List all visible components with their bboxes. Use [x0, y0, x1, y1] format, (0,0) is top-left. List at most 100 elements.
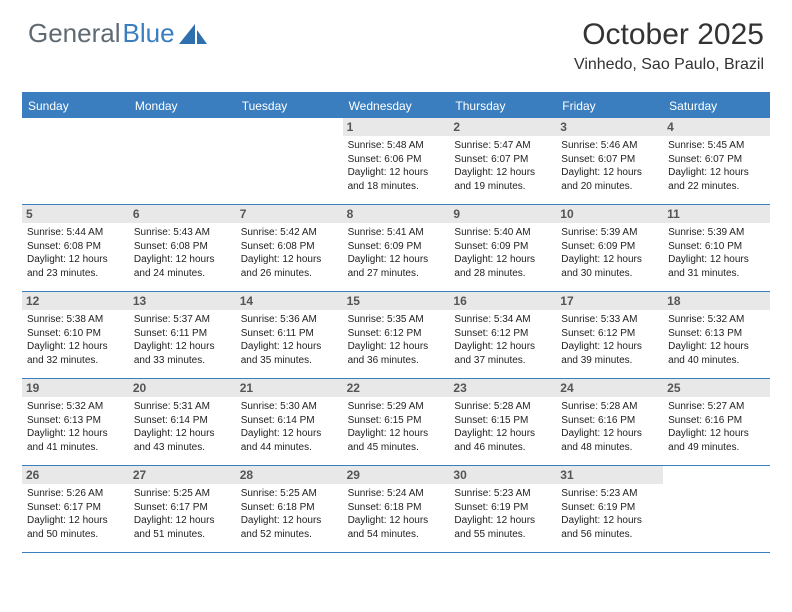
sunset-line: Sunset: 6:07 PM — [561, 153, 658, 167]
sunset-line: Sunset: 6:15 PM — [348, 414, 445, 428]
day-cell — [129, 118, 236, 204]
daylight-line: Daylight: 12 hours and 48 minutes. — [561, 427, 658, 454]
day-number: 6 — [129, 205, 236, 223]
day-cell: 11Sunrise: 5:39 AMSunset: 6:10 PMDayligh… — [663, 205, 770, 291]
day-number: 18 — [663, 292, 770, 310]
sunset-line: Sunset: 6:14 PM — [134, 414, 231, 428]
sunrise-line: Sunrise: 5:29 AM — [348, 400, 445, 414]
daylight-line: Daylight: 12 hours and 30 minutes. — [561, 253, 658, 280]
day-info: Sunrise: 5:32 AMSunset: 6:13 PMDaylight:… — [27, 400, 124, 454]
day-cell: 16Sunrise: 5:34 AMSunset: 6:12 PMDayligh… — [449, 292, 556, 378]
sunset-line: Sunset: 6:09 PM — [561, 240, 658, 254]
day-number: 29 — [343, 466, 450, 484]
day-number — [236, 118, 343, 136]
day-info: Sunrise: 5:35 AMSunset: 6:12 PMDaylight:… — [348, 313, 445, 367]
day-number: 27 — [129, 466, 236, 484]
calendar: SundayMondayTuesdayWednesdayThursdayFrid… — [22, 92, 770, 553]
day-cell: 5Sunrise: 5:44 AMSunset: 6:08 PMDaylight… — [22, 205, 129, 291]
sunrise-line: Sunrise: 5:36 AM — [241, 313, 338, 327]
day-number: 12 — [22, 292, 129, 310]
week-row: 1Sunrise: 5:48 AMSunset: 6:06 PMDaylight… — [22, 118, 770, 205]
sunset-line: Sunset: 6:09 PM — [348, 240, 445, 254]
day-cell: 8Sunrise: 5:41 AMSunset: 6:09 PMDaylight… — [343, 205, 450, 291]
day-cell: 10Sunrise: 5:39 AMSunset: 6:09 PMDayligh… — [556, 205, 663, 291]
sunrise-line: Sunrise: 5:32 AM — [668, 313, 765, 327]
day-info: Sunrise: 5:28 AMSunset: 6:16 PMDaylight:… — [561, 400, 658, 454]
sunrise-line: Sunrise: 5:23 AM — [561, 487, 658, 501]
day-cell — [663, 466, 770, 552]
title-block: October 2025 Vinhedo, Sao Paulo, Brazil — [574, 18, 764, 74]
sunset-line: Sunset: 6:18 PM — [348, 501, 445, 515]
day-cell: 29Sunrise: 5:24 AMSunset: 6:18 PMDayligh… — [343, 466, 450, 552]
sunrise-line: Sunrise: 5:32 AM — [27, 400, 124, 414]
daylight-line: Daylight: 12 hours and 22 minutes. — [668, 166, 765, 193]
sunset-line: Sunset: 6:16 PM — [668, 414, 765, 428]
day-cell: 22Sunrise: 5:29 AMSunset: 6:15 PMDayligh… — [343, 379, 450, 465]
sunrise-line: Sunrise: 5:46 AM — [561, 139, 658, 153]
day-cell: 3Sunrise: 5:46 AMSunset: 6:07 PMDaylight… — [556, 118, 663, 204]
day-number: 28 — [236, 466, 343, 484]
day-cell: 23Sunrise: 5:28 AMSunset: 6:15 PMDayligh… — [449, 379, 556, 465]
sunset-line: Sunset: 6:11 PM — [241, 327, 338, 341]
day-number: 2 — [449, 118, 556, 136]
day-cell: 27Sunrise: 5:25 AMSunset: 6:17 PMDayligh… — [129, 466, 236, 552]
daylight-line: Daylight: 12 hours and 36 minutes. — [348, 340, 445, 367]
day-cell: 17Sunrise: 5:33 AMSunset: 6:12 PMDayligh… — [556, 292, 663, 378]
day-cell: 31Sunrise: 5:23 AMSunset: 6:19 PMDayligh… — [556, 466, 663, 552]
sunrise-line: Sunrise: 5:25 AM — [241, 487, 338, 501]
daylight-line: Daylight: 12 hours and 39 minutes. — [561, 340, 658, 367]
daylight-line: Daylight: 12 hours and 41 minutes. — [27, 427, 124, 454]
sunrise-line: Sunrise: 5:27 AM — [668, 400, 765, 414]
day-cell: 7Sunrise: 5:42 AMSunset: 6:08 PMDaylight… — [236, 205, 343, 291]
sunset-line: Sunset: 6:16 PM — [561, 414, 658, 428]
sunrise-line: Sunrise: 5:47 AM — [454, 139, 551, 153]
sunrise-line: Sunrise: 5:33 AM — [561, 313, 658, 327]
daylight-line: Daylight: 12 hours and 18 minutes. — [348, 166, 445, 193]
daylight-line: Daylight: 12 hours and 49 minutes. — [668, 427, 765, 454]
month-title: October 2025 — [574, 18, 764, 52]
daylight-line: Daylight: 12 hours and 37 minutes. — [454, 340, 551, 367]
sunset-line: Sunset: 6:15 PM — [454, 414, 551, 428]
day-info: Sunrise: 5:44 AMSunset: 6:08 PMDaylight:… — [27, 226, 124, 280]
logo-text-blue: Blue — [123, 18, 175, 49]
day-info: Sunrise: 5:47 AMSunset: 6:07 PMDaylight:… — [454, 139, 551, 193]
sunset-line: Sunset: 6:06 PM — [348, 153, 445, 167]
day-info: Sunrise: 5:43 AMSunset: 6:08 PMDaylight:… — [134, 226, 231, 280]
day-cell: 18Sunrise: 5:32 AMSunset: 6:13 PMDayligh… — [663, 292, 770, 378]
day-number: 11 — [663, 205, 770, 223]
logo-text-general: General — [28, 18, 121, 49]
daylight-line: Daylight: 12 hours and 31 minutes. — [668, 253, 765, 280]
day-cell: 9Sunrise: 5:40 AMSunset: 6:09 PMDaylight… — [449, 205, 556, 291]
day-number: 13 — [129, 292, 236, 310]
daylight-line: Daylight: 12 hours and 55 minutes. — [454, 514, 551, 541]
weekday-header: Thursday — [449, 94, 556, 118]
sunset-line: Sunset: 6:10 PM — [27, 327, 124, 341]
day-cell: 20Sunrise: 5:31 AMSunset: 6:14 PMDayligh… — [129, 379, 236, 465]
weekday-header: Monday — [129, 94, 236, 118]
sunrise-line: Sunrise: 5:25 AM — [134, 487, 231, 501]
day-number: 23 — [449, 379, 556, 397]
day-info: Sunrise: 5:23 AMSunset: 6:19 PMDaylight:… — [561, 487, 658, 541]
day-number: 8 — [343, 205, 450, 223]
daylight-line: Daylight: 12 hours and 28 minutes. — [454, 253, 551, 280]
day-info: Sunrise: 5:26 AMSunset: 6:17 PMDaylight:… — [27, 487, 124, 541]
sunset-line: Sunset: 6:09 PM — [454, 240, 551, 254]
sunset-line: Sunset: 6:13 PM — [668, 327, 765, 341]
daylight-line: Daylight: 12 hours and 20 minutes. — [561, 166, 658, 193]
sunset-line: Sunset: 6:12 PM — [348, 327, 445, 341]
daylight-line: Daylight: 12 hours and 56 minutes. — [561, 514, 658, 541]
day-cell: 21Sunrise: 5:30 AMSunset: 6:14 PMDayligh… — [236, 379, 343, 465]
sunset-line: Sunset: 6:11 PM — [134, 327, 231, 341]
sunrise-line: Sunrise: 5:43 AM — [134, 226, 231, 240]
sunrise-line: Sunrise: 5:23 AM — [454, 487, 551, 501]
day-cell: 14Sunrise: 5:36 AMSunset: 6:11 PMDayligh… — [236, 292, 343, 378]
sunrise-line: Sunrise: 5:35 AM — [348, 313, 445, 327]
sunset-line: Sunset: 6:08 PM — [134, 240, 231, 254]
day-number: 19 — [22, 379, 129, 397]
sunrise-line: Sunrise: 5:26 AM — [27, 487, 124, 501]
day-cell: 6 Sunrise: 5:43 AMSunset: 6:08 PMDaylight… — [129, 205, 236, 291]
daylight-line: Daylight: 12 hours and 24 minutes. — [134, 253, 231, 280]
weekday-header: Sunday — [22, 94, 129, 118]
day-number — [663, 466, 770, 484]
logo: GeneralBlue — [28, 18, 207, 49]
